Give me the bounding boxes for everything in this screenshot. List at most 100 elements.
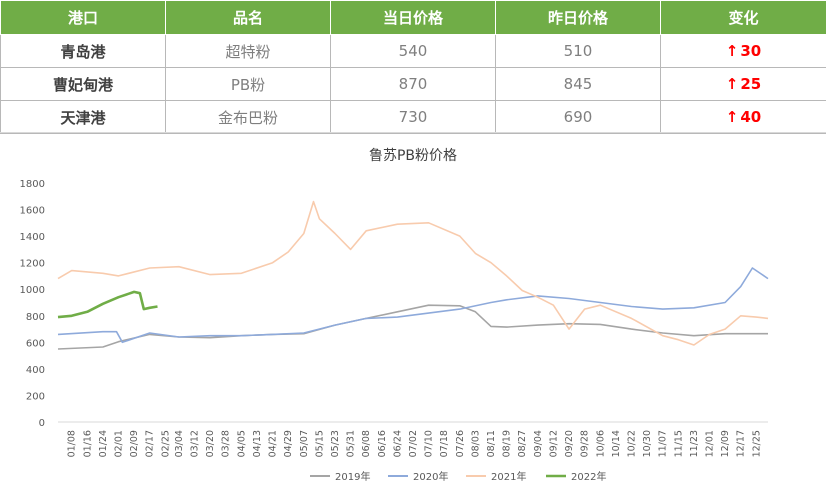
- series-line-4: [58, 292, 158, 317]
- port-cell: 天津港: [1, 101, 166, 134]
- today-price-cell: 730: [331, 101, 496, 134]
- table-header-row: 港口 品名 当日价格 昨日价格 变化: [1, 1, 826, 35]
- x-tick-label: 05/07: [299, 430, 310, 457]
- x-tick-label: 03/20: [205, 430, 216, 457]
- table-row: 天津港 金布巴粉 730 690 ↑40: [1, 101, 826, 134]
- port-cell: 曹妃甸港: [1, 68, 166, 101]
- x-tick-label: 12/17: [736, 430, 747, 457]
- x-tick-label: 05/31: [346, 430, 357, 457]
- x-tick-label: 03/12: [190, 430, 201, 457]
- series-lines: [58, 202, 768, 349]
- product-cell: PB粉: [166, 68, 331, 101]
- up-arrow-icon: ↑: [726, 42, 739, 60]
- x-tick-label: 02/01: [113, 430, 124, 457]
- x-tick-label: 12/25: [751, 430, 762, 457]
- table-row: 曹妃甸港 PB粉 870 845 ↑25: [1, 68, 826, 101]
- x-tick-label: 01/24: [98, 430, 109, 457]
- x-tick-label: 01/08: [67, 430, 78, 457]
- up-arrow-icon: ↑: [726, 75, 739, 93]
- x-tick-label: 10/06: [595, 430, 606, 457]
- x-tick-label: 06/08: [361, 430, 372, 457]
- x-tick-label: 03/04: [174, 430, 185, 457]
- change-cell: ↑25: [661, 68, 826, 101]
- y-tick-label: 400: [26, 365, 45, 376]
- x-tick-label: 04/21: [268, 430, 279, 457]
- x-tick-label: 12/09: [720, 430, 731, 457]
- x-tick-label: 10/14: [611, 430, 622, 457]
- y-tick-label: 1800: [20, 179, 45, 190]
- x-tick-label: 05/15: [314, 430, 325, 457]
- y-tick-label: 1400: [20, 232, 45, 243]
- change-value: 30: [740, 42, 761, 60]
- price-table: 港口 品名 当日价格 昨日价格 变化 青岛港 超特粉 540 510 ↑30 曹…: [0, 0, 826, 134]
- price-line-chart: 鲁苏PB粉价格 02004006008001000120014001600180…: [0, 133, 826, 496]
- y-tick-label: 1200: [20, 259, 45, 270]
- up-arrow-icon: ↑: [726, 108, 739, 126]
- x-tick-label: 04/29: [283, 430, 294, 457]
- legend-label: 2020年: [413, 470, 448, 483]
- x-tick-label: 07/18: [439, 430, 450, 457]
- header-port: 港口: [1, 1, 166, 35]
- y-tick-label: 1000: [20, 285, 45, 296]
- x-tick-label: 09/04: [533, 430, 544, 457]
- legend-label: 2021年: [491, 470, 526, 483]
- y-tick-label: 800: [26, 312, 45, 323]
- x-tick-label: 01/16: [82, 430, 93, 457]
- change-cell: ↑30: [661, 35, 826, 68]
- x-tick-label: 03/28: [221, 430, 232, 457]
- x-tick-label: 08/19: [502, 430, 513, 457]
- chart-legend: 2019年 2020年 2021年 2022年: [310, 470, 606, 483]
- x-tick-label: 06/24: [392, 430, 403, 457]
- x-tick-label: 08/27: [517, 430, 528, 457]
- x-tick-label: 04/05: [236, 430, 247, 457]
- x-tick-label: 02/09: [129, 430, 140, 457]
- change-value: 25: [740, 75, 761, 93]
- x-tick-label: 06/16: [377, 430, 388, 457]
- header-yesterday-price: 昨日价格: [496, 1, 661, 35]
- series-line-3: [58, 202, 768, 345]
- y-tick-label: 0: [39, 418, 45, 429]
- x-tick-label: 11/07: [658, 430, 669, 457]
- x-tick-label: 02/25: [160, 430, 171, 457]
- y-tick-label: 200: [26, 391, 45, 402]
- x-tick-label: 07/26: [455, 430, 466, 457]
- x-tick-label: 12/01: [704, 430, 715, 457]
- product-cell: 金布巴粉: [166, 101, 331, 134]
- x-tick-label: 10/22: [626, 430, 637, 457]
- y-tick-label: 1600: [20, 206, 45, 217]
- x-tick-label: 07/02: [408, 430, 419, 457]
- yesterday-price-cell: 510: [496, 35, 661, 68]
- legend-label: 2022年: [571, 470, 606, 483]
- series-line-2: [58, 268, 768, 342]
- x-tick-label: 09/28: [580, 430, 591, 457]
- x-tick-label: 09/20: [564, 430, 575, 457]
- x-tick-label: 02/17: [145, 430, 156, 457]
- yesterday-price-cell: 690: [496, 101, 661, 134]
- x-tick-label: 08/03: [470, 430, 481, 457]
- change-value: 40: [740, 108, 761, 126]
- x-tick-label: 08/11: [486, 430, 497, 457]
- today-price-cell: 870: [331, 68, 496, 101]
- x-tick-label: 10/30: [642, 430, 653, 457]
- header-change: 变化: [661, 1, 826, 35]
- header-product: 品名: [166, 1, 331, 35]
- today-price-cell: 540: [331, 35, 496, 68]
- header-today-price: 当日价格: [331, 1, 496, 35]
- series-line-1: [58, 305, 768, 349]
- change-cell: ↑40: [661, 101, 826, 134]
- x-tick-label: 05/23: [330, 430, 341, 457]
- x-tick-label: 09/12: [548, 430, 559, 457]
- legend-label: 2019年: [335, 470, 370, 483]
- x-tick-label: 11/15: [673, 430, 684, 457]
- x-tick-label: 11/23: [689, 430, 700, 457]
- product-cell: 超特粉: [166, 35, 331, 68]
- port-cell: 青岛港: [1, 35, 166, 68]
- table-row: 青岛港 超特粉 540 510 ↑30: [1, 35, 826, 68]
- yesterday-price-cell: 845: [496, 68, 661, 101]
- x-tick-label: 07/10: [424, 430, 435, 457]
- x-tick-label: 04/13: [252, 430, 263, 457]
